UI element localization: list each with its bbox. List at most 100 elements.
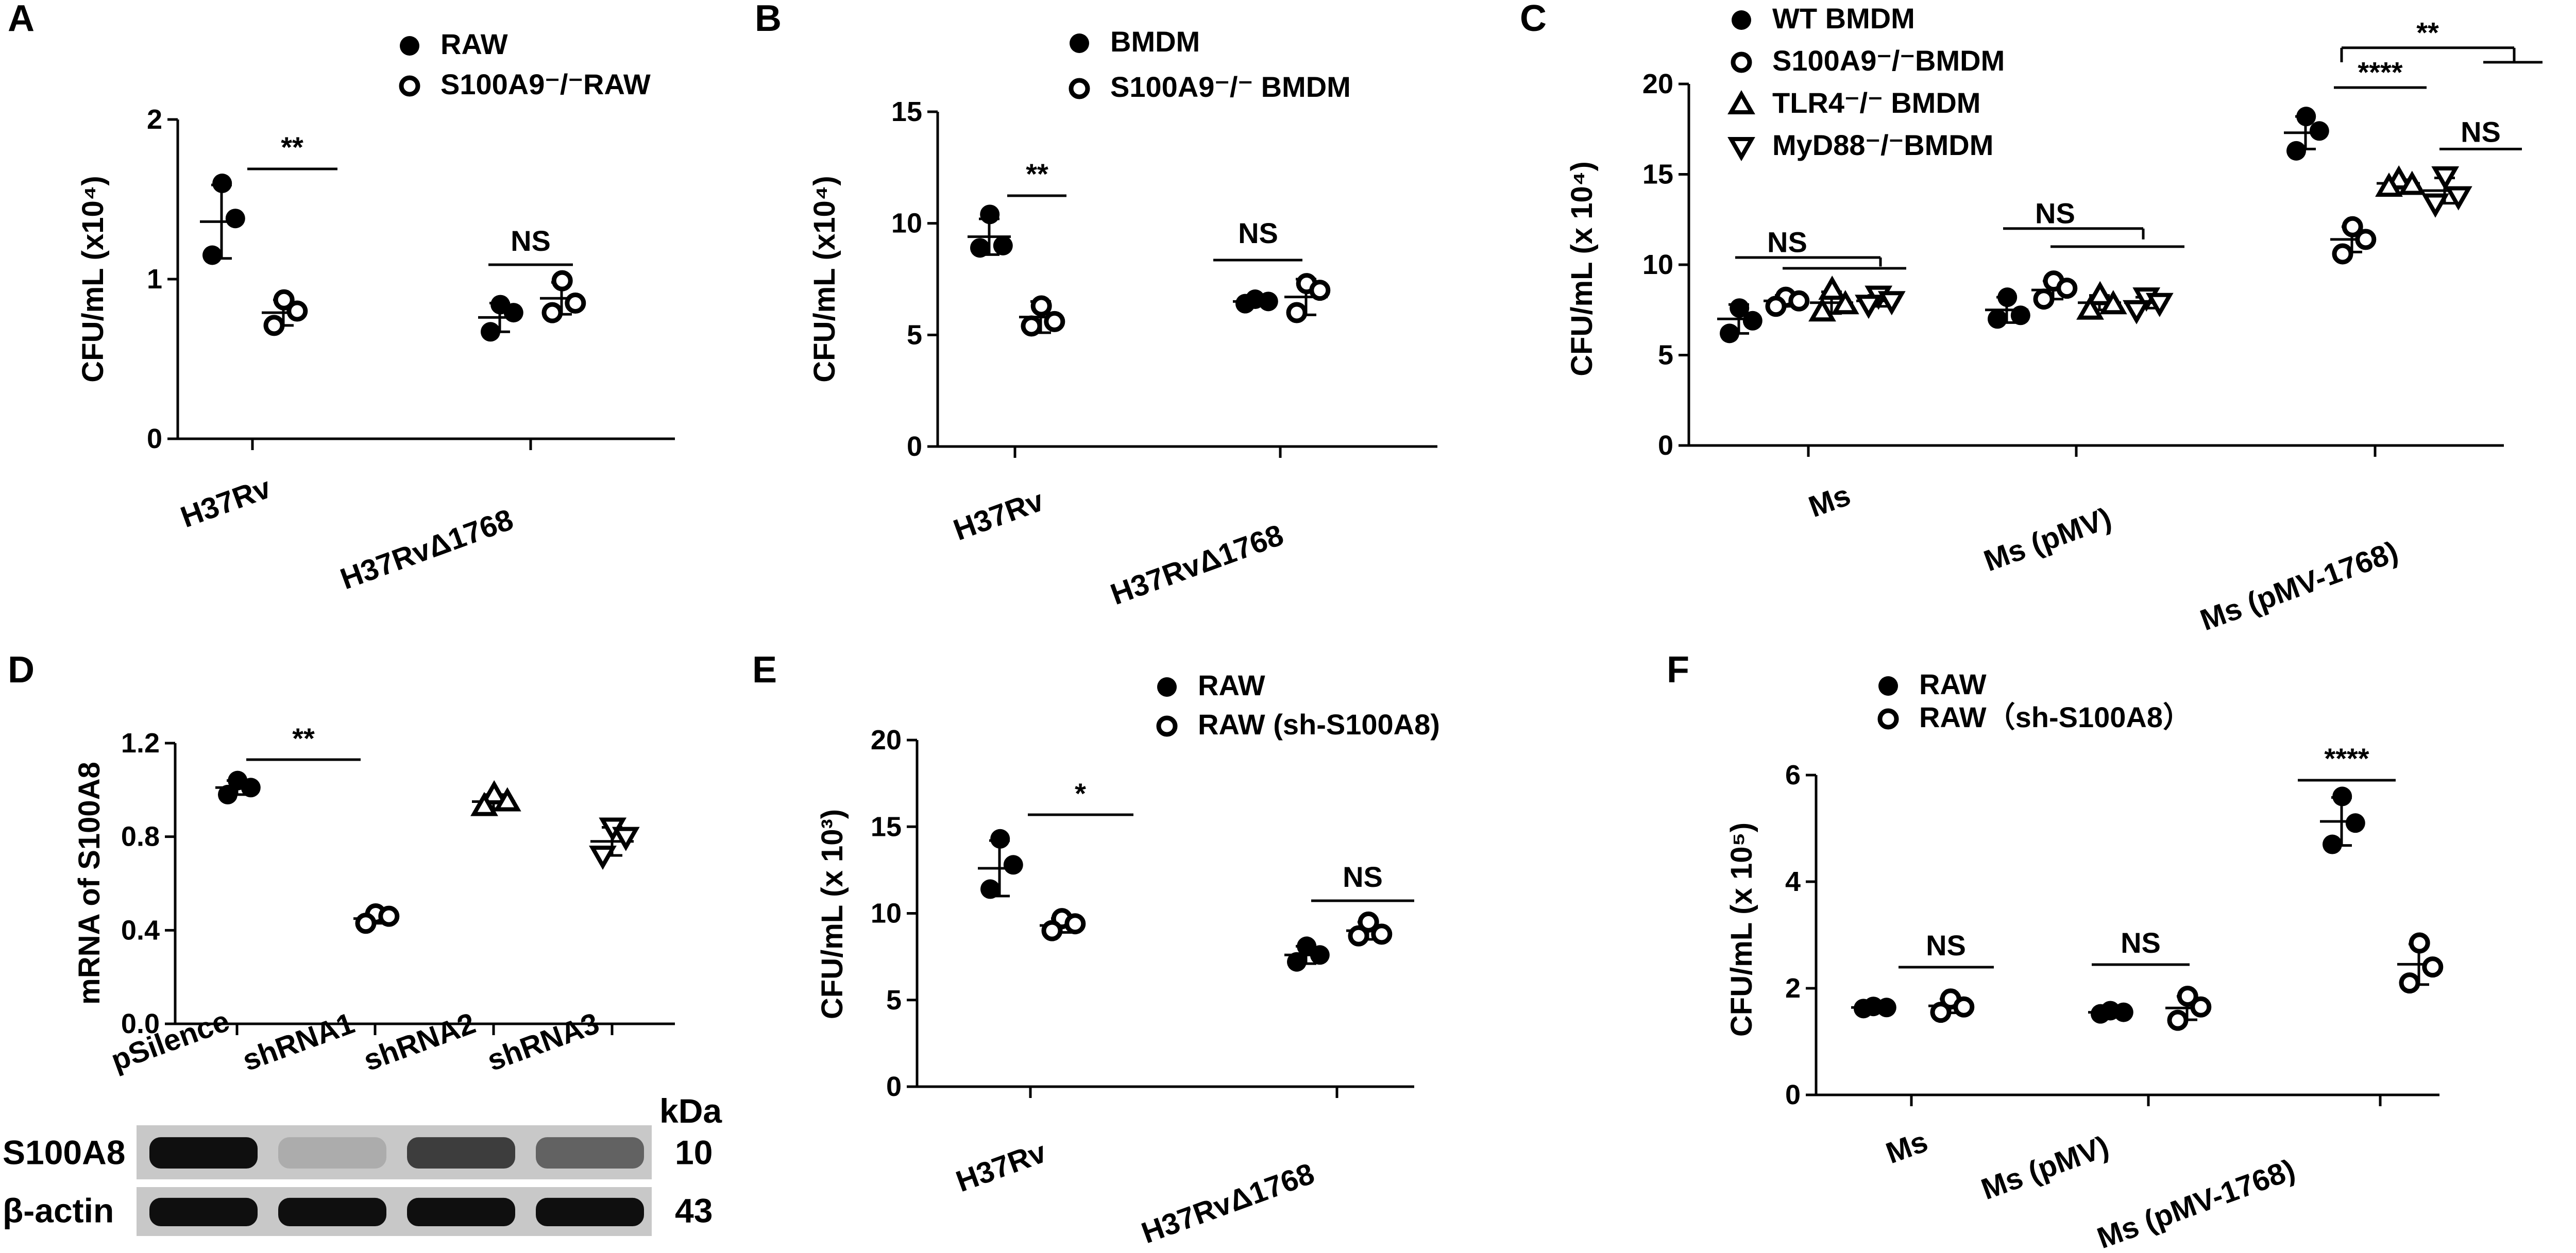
data-group bbox=[2031, 270, 2078, 310]
data-point bbox=[980, 204, 1000, 225]
significance-label: * bbox=[1075, 777, 1086, 810]
data-group bbox=[1855, 285, 1906, 319]
data-point bbox=[202, 245, 222, 265]
legend-marker bbox=[1731, 52, 1752, 73]
data-point bbox=[2286, 141, 2306, 161]
data-point bbox=[990, 829, 1010, 849]
legend-marker bbox=[1878, 676, 1898, 696]
y-tick-label: 4 bbox=[1785, 866, 1801, 897]
significance-label: ** bbox=[292, 722, 315, 754]
y-tick-label: 0 bbox=[886, 1071, 902, 1102]
x-category-label: shRNA3 bbox=[483, 1006, 603, 1077]
data-point bbox=[1742, 311, 1762, 331]
y-tick-label: 0.4 bbox=[121, 915, 160, 946]
data-group bbox=[1019, 295, 1065, 337]
data-point bbox=[2431, 166, 2460, 191]
data-point bbox=[1021, 315, 1042, 337]
blot-band bbox=[278, 1197, 386, 1226]
data-point bbox=[2444, 186, 2472, 211]
legend-label: RAW bbox=[440, 28, 508, 60]
data-point bbox=[589, 846, 617, 870]
data-point bbox=[286, 300, 308, 322]
legend-label: RAW bbox=[1919, 668, 1987, 700]
data-group bbox=[2375, 165, 2426, 197]
data-point bbox=[2345, 813, 2365, 833]
data-group bbox=[2284, 107, 2329, 161]
data-point bbox=[1988, 309, 2007, 329]
data-group bbox=[2076, 281, 2127, 320]
panel-e: E 0 5 10 15 20 CFU/mL (x 10³) H37Rv H37RvΔ1768 * N… bbox=[752, 649, 1440, 1250]
data-point bbox=[2323, 834, 2342, 854]
data-point bbox=[1818, 276, 1846, 300]
data-point bbox=[2190, 996, 2212, 1018]
data-point bbox=[1831, 290, 1859, 315]
data-point bbox=[212, 174, 232, 193]
y-axis-title: CFU/mL (x 10⁴) bbox=[1565, 161, 1599, 376]
data-point bbox=[1044, 311, 1065, 332]
y-tick-label: 0 bbox=[147, 423, 162, 454]
data-point bbox=[2398, 170, 2426, 195]
y-tick-label: 15 bbox=[891, 96, 922, 127]
legend-marker bbox=[1156, 715, 1178, 737]
x-category-label: shRNA2 bbox=[359, 1006, 480, 1077]
panel-b: B 0 5 10 15 CFU/mL (x10⁴) H37Rv H37RvΔ1768 ** NS B… bbox=[755, 0, 1437, 611]
legend-label: MyD88⁻/⁻BMDM bbox=[1772, 129, 1993, 161]
data-point bbox=[2399, 972, 2420, 994]
data-point bbox=[2309, 121, 2329, 141]
data-group bbox=[2397, 932, 2444, 994]
significance-label: ** bbox=[1026, 158, 1048, 190]
x-category-label: H37Rv bbox=[952, 1135, 1050, 1198]
data-point bbox=[1064, 913, 1086, 935]
data-group bbox=[540, 270, 586, 323]
significance-label: NS bbox=[1767, 226, 1807, 258]
data-point bbox=[1855, 295, 1883, 319]
data-group bbox=[589, 817, 640, 870]
legend-label: RAW bbox=[1198, 669, 1265, 701]
blot-band bbox=[407, 1197, 515, 1226]
y-tick-label: 10 bbox=[871, 898, 902, 929]
data-point bbox=[2145, 293, 2174, 317]
data-point bbox=[1286, 302, 1308, 323]
blot-band bbox=[149, 1137, 258, 1169]
y-tick-label: 6 bbox=[1785, 760, 1801, 791]
y-axis-title: CFU/mL (x10⁴) bbox=[76, 176, 110, 382]
y-tick-label: 15 bbox=[1642, 159, 1673, 190]
x-category-label: Ms bbox=[1882, 1125, 1932, 1171]
data-point bbox=[612, 827, 640, 851]
x-category-label: H37Rv bbox=[949, 484, 1048, 547]
data-point bbox=[481, 322, 500, 342]
panel-letter: E bbox=[752, 649, 777, 691]
x-category-label: H37RvΔ1768 bbox=[1106, 518, 1287, 611]
legend-marker bbox=[400, 36, 419, 56]
data-group bbox=[1851, 997, 1896, 1019]
legend-label: WT BMDM bbox=[1772, 2, 1915, 35]
blot-kda-label: 43 bbox=[675, 1191, 713, 1229]
legend-label: S100A9⁻/⁻BMDM bbox=[1772, 44, 2005, 77]
y-axis-title: mRNA of S100A8 bbox=[73, 762, 106, 1005]
data-point bbox=[1287, 952, 1307, 972]
data-point bbox=[2167, 1009, 2189, 1031]
data-point bbox=[1309, 280, 1331, 301]
x-category-label: Ms bbox=[1804, 478, 1855, 524]
significance-label: NS bbox=[1343, 861, 1383, 893]
data-point bbox=[1041, 920, 1063, 941]
data-point bbox=[2422, 956, 2444, 978]
data-point bbox=[2409, 932, 2430, 954]
legend-marker bbox=[1727, 137, 1755, 162]
data-point bbox=[2375, 173, 2403, 197]
data-group bbox=[1928, 988, 1975, 1023]
legend-label: RAW (sh-S100A8) bbox=[1198, 708, 1440, 741]
data-point bbox=[1258, 291, 1278, 312]
data-point bbox=[2086, 281, 2114, 305]
data-group bbox=[2088, 1001, 2133, 1024]
data-group bbox=[478, 295, 523, 342]
panel-a: A 0 1 2 CFU/mL (x10⁴) H37Rv H37RvΔ1768 ** NS RAW S… bbox=[8, 0, 675, 596]
y-tick-label: 10 bbox=[1642, 249, 1673, 280]
legend-marker bbox=[1877, 708, 1899, 730]
data-point bbox=[480, 780, 509, 804]
legend-marker bbox=[399, 75, 420, 97]
data-point bbox=[2355, 229, 2377, 250]
significance-label: NS bbox=[1926, 929, 1966, 962]
